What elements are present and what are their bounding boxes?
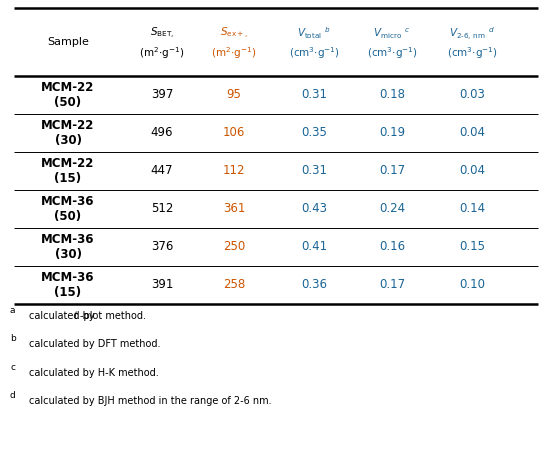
Text: MCM-36
(30): MCM-36 (30) (41, 233, 95, 261)
Text: 0.41: 0.41 (301, 241, 327, 254)
Text: 106: 106 (223, 127, 245, 140)
Text: $(\rm cm^3{\cdot}g^{-1})$: $(\rm cm^3{\cdot}g^{-1})$ (289, 46, 339, 61)
Text: MCM-36
(15): MCM-36 (15) (41, 271, 95, 299)
Text: 0.36: 0.36 (301, 279, 327, 292)
Text: 0.24: 0.24 (379, 202, 405, 215)
Text: calculated by: calculated by (29, 310, 98, 321)
Text: $(\rm m^2{\cdot}g^{-1})$: $(\rm m^2{\cdot}g^{-1})$ (139, 46, 184, 61)
Text: $S_{\rm BET,}$: $S_{\rm BET,}$ (150, 26, 174, 41)
Text: Sample: Sample (47, 37, 89, 47)
Text: $(\rm cm^3{\cdot}g^{-1})$: $(\rm cm^3{\cdot}g^{-1})$ (447, 46, 497, 61)
Text: MCM-22
(15): MCM-22 (15) (41, 157, 95, 185)
Text: calculated by DFT method.: calculated by DFT method. (29, 339, 160, 349)
Text: 512: 512 (151, 202, 173, 215)
Text: MCM-22
(30): MCM-22 (30) (41, 119, 95, 147)
Text: MCM-36
(50): MCM-36 (50) (41, 195, 95, 223)
Text: 0.14: 0.14 (459, 202, 485, 215)
Text: 0.16: 0.16 (379, 241, 405, 254)
Text: calculated by H-K method.: calculated by H-K method. (29, 368, 158, 378)
Text: $(\rm m^2{\cdot}g^{-1})$: $(\rm m^2{\cdot}g^{-1})$ (211, 46, 257, 61)
Text: c: c (10, 363, 15, 372)
Text: 0.10: 0.10 (459, 279, 485, 292)
Text: 0.17: 0.17 (379, 164, 405, 177)
Text: 0.43: 0.43 (301, 202, 327, 215)
Text: 0.18: 0.18 (379, 89, 405, 102)
Text: 112: 112 (223, 164, 245, 177)
Text: 0.31: 0.31 (301, 164, 327, 177)
Text: 376: 376 (151, 241, 173, 254)
Text: b: b (10, 334, 15, 343)
Text: a: a (10, 305, 15, 315)
Text: calculated by BJH method in the range of 2-6 nm.: calculated by BJH method in the range of… (29, 396, 272, 407)
Text: 0.04: 0.04 (459, 164, 485, 177)
Text: 0.35: 0.35 (301, 127, 327, 140)
Text: 447: 447 (151, 164, 173, 177)
Text: $(\rm cm^3{\cdot}g^{-1})$: $(\rm cm^3{\cdot}g^{-1})$ (367, 46, 417, 61)
Text: 0.04: 0.04 (459, 127, 485, 140)
Text: 391: 391 (151, 279, 173, 292)
Text: MCM-22
(50): MCM-22 (50) (41, 81, 95, 109)
Text: $V_{\rm total}\ ^{b}$: $V_{\rm total}\ ^{b}$ (297, 26, 331, 42)
Text: 496: 496 (151, 127, 173, 140)
Text: 0.03: 0.03 (459, 89, 485, 102)
Text: $V_{\rm 2\text{-}6,\,nm}\ ^{d}$: $V_{\rm 2\text{-}6,\,nm}\ ^{d}$ (449, 25, 495, 42)
Text: $V_{\rm micro}\ ^{c}$: $V_{\rm micro}\ ^{c}$ (373, 27, 411, 41)
Text: 0.31: 0.31 (301, 89, 327, 102)
Text: 95: 95 (226, 89, 241, 102)
Text: 397: 397 (151, 89, 173, 102)
Text: -plot method.: -plot method. (80, 310, 146, 321)
Text: 0.15: 0.15 (459, 241, 485, 254)
Text: 0.17: 0.17 (379, 279, 405, 292)
Text: 361: 361 (223, 202, 245, 215)
Text: $S_{\rm ex+,}$: $S_{\rm ex+,}$ (220, 26, 248, 41)
Text: 250: 250 (223, 241, 245, 254)
Text: 0.19: 0.19 (379, 127, 405, 140)
Text: t: t (73, 310, 77, 321)
Text: d: d (10, 391, 15, 401)
Text: 258: 258 (223, 279, 245, 292)
